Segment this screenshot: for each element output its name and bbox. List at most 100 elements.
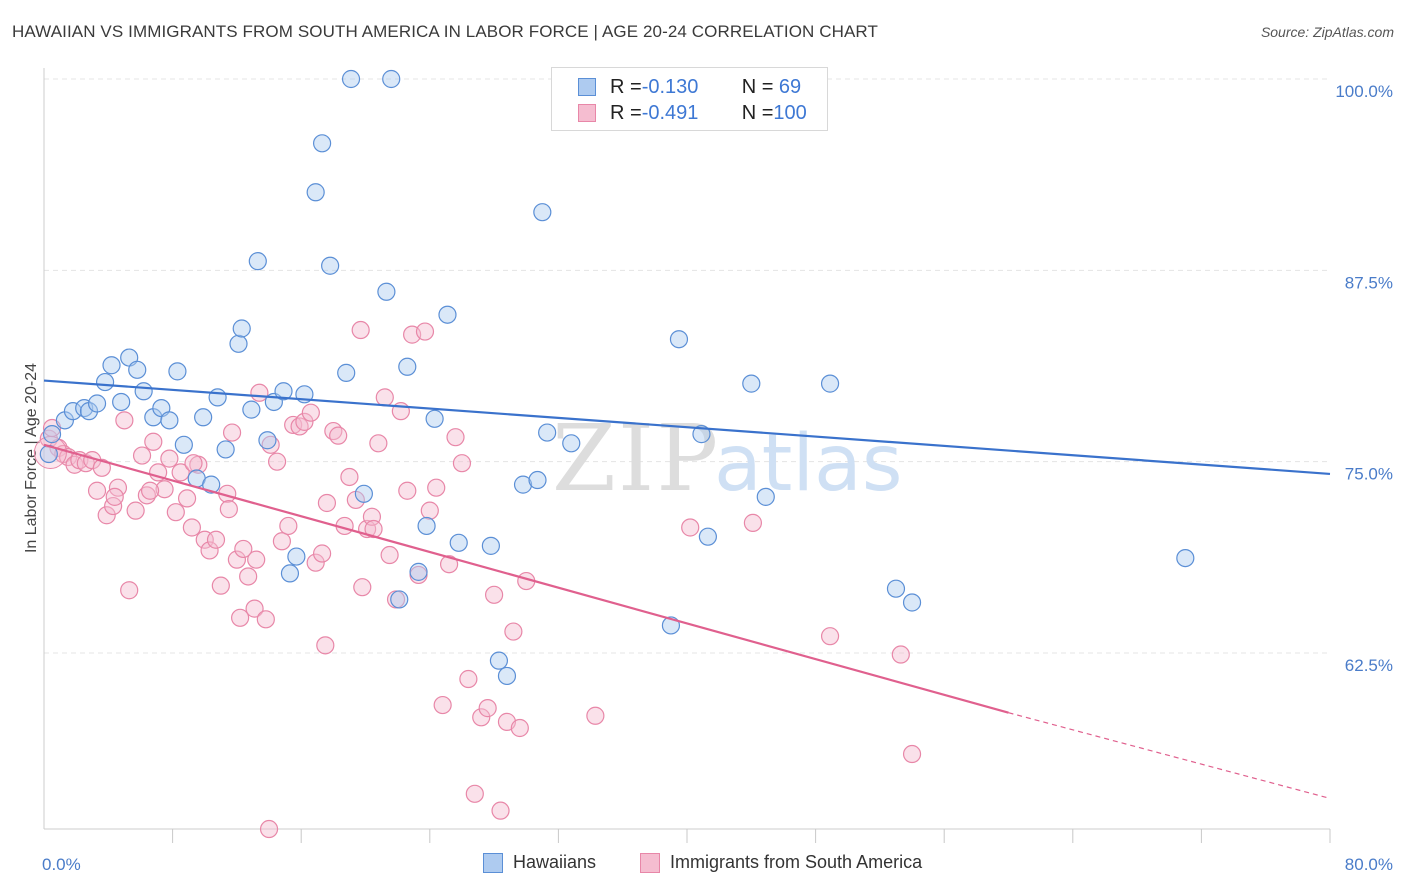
hawaiians-point <box>312 134 332 153</box>
immigrants-point <box>104 496 123 516</box>
immigrants-point <box>166 503 185 522</box>
immigrants-point <box>115 411 134 430</box>
immigrants-point <box>301 403 320 422</box>
hawaiians-point <box>533 203 552 222</box>
hawaiians-point <box>902 593 922 612</box>
legend-item-hawaiians[interactable]: Hawaiians <box>483 852 596 873</box>
immigrants-point <box>155 480 174 499</box>
chart-title: HAWAIIAN VS IMMIGRANTS FROM SOUTH AMERIC… <box>12 22 878 41</box>
hawaiians-point <box>425 409 444 428</box>
hawaiians-point <box>258 431 277 450</box>
hawaiians-point <box>202 475 221 494</box>
immigrants-trend-extension <box>1008 712 1331 799</box>
y-tick-label: 100.0% <box>1335 82 1393 101</box>
immigrants-point <box>465 784 484 803</box>
legend-r-value: -0.491 <box>641 101 699 124</box>
hawaiians-point <box>321 256 340 275</box>
immigrants-point <box>184 454 203 473</box>
legend-swatch-hawaiians <box>483 852 503 873</box>
immigrants-point <box>439 555 459 574</box>
watermark-atlas: atlas <box>714 419 903 509</box>
legend-r-value: -0.130 <box>641 75 699 98</box>
immigrants-point <box>504 622 523 641</box>
immigrants-point <box>340 467 359 487</box>
immigrants-point <box>306 553 325 572</box>
hawaiians-point <box>274 382 293 401</box>
hawaiians-point <box>497 666 517 686</box>
immigrants-point <box>446 428 465 447</box>
legend-n-value: 69 <box>773 75 802 98</box>
hawaiians-point <box>820 374 840 393</box>
immigrants-point <box>211 576 230 595</box>
axes <box>43 68 1331 843</box>
hawaiians-point <box>216 440 235 459</box>
correlation-legend: R = -0.130 N = 69 R = -0.491 N = 100 <box>551 67 828 131</box>
immigrants-point <box>160 449 179 468</box>
immigrants-point <box>284 415 303 435</box>
hawaiians-point <box>128 360 147 379</box>
immigrants-point <box>247 550 266 569</box>
immigrants-point <box>140 481 160 500</box>
legend-item-immigrants[interactable]: Immigrants from South America <box>640 852 922 873</box>
immigrants-point <box>219 500 238 519</box>
immigrants-point <box>200 541 219 560</box>
immigrants-point <box>820 627 840 646</box>
immigrants-point <box>177 489 197 508</box>
hawaiians-point <box>232 319 251 338</box>
hawaiians-point <box>669 330 689 349</box>
hawaiians-point <box>168 362 187 381</box>
immigrants-point <box>227 550 246 569</box>
hawaiians-point <box>63 402 83 421</box>
hawaiians-points <box>39 69 1195 686</box>
y-tick-label: 87.5% <box>1345 273 1393 292</box>
hawaiians-point <box>102 356 121 375</box>
legend-r-label: R = <box>610 75 642 98</box>
immigrants-point <box>433 695 452 715</box>
hawaiians-point <box>742 374 761 393</box>
immigrants-point <box>312 544 332 563</box>
immigrants-point <box>369 434 388 453</box>
immigrants-point <box>144 432 163 451</box>
hawaiians-point <box>87 394 107 413</box>
legend-n-value: 100 <box>773 101 807 124</box>
hawaiians-point <box>112 392 131 412</box>
immigrants-point <box>231 608 250 627</box>
immigrants-point <box>272 532 292 551</box>
immigrants-point <box>510 718 529 738</box>
legend-row-hawaiians: R = -0.130 N = 69 <box>578 75 801 99</box>
hawaiians-point <box>489 651 509 670</box>
immigrants-point <box>239 567 258 586</box>
immigrants-point <box>485 585 504 604</box>
hawaiians-point <box>449 533 468 552</box>
hawaiians-point <box>528 470 547 490</box>
legend-swatch-pink <box>578 104 596 122</box>
hawaiians-point <box>194 408 213 427</box>
immigrants-point <box>316 636 335 655</box>
immigrants-point <box>92 458 111 477</box>
hawaiians-point <box>390 590 409 609</box>
immigrants-point <box>105 487 124 506</box>
immigrants-point <box>375 388 394 407</box>
immigrants-point <box>259 819 279 839</box>
immigrants-point <box>267 452 287 471</box>
immigrants-point <box>459 669 478 689</box>
immigrants-point <box>452 454 472 473</box>
hawaiians-point <box>1176 548 1195 568</box>
x-tick-label: 80.0% <box>1345 855 1393 874</box>
immigrants-point <box>234 539 253 559</box>
immigrants-point <box>743 513 763 532</box>
hawaiians-point <box>242 400 261 419</box>
hawaiians-trend-line <box>43 379 1331 476</box>
legend-label-immigrants: Immigrants from South America <box>670 852 923 872</box>
immigrants-point <box>891 645 910 664</box>
hawaiians-point <box>481 536 500 555</box>
immigrants-point <box>120 581 139 600</box>
hawaiians-point <box>341 69 361 89</box>
immigrants-point <box>295 412 314 431</box>
immigrants-point <box>398 481 417 500</box>
hawaiians-point <box>229 334 248 353</box>
legend-swatch-blue <box>578 78 596 96</box>
hawaiians-point <box>409 562 428 581</box>
watermark-zip: ZIP <box>552 405 720 512</box>
tick-labels: 100.0% 87.5% 75.0% 62.5% 0.0% 80.0% <box>42 82 1393 874</box>
